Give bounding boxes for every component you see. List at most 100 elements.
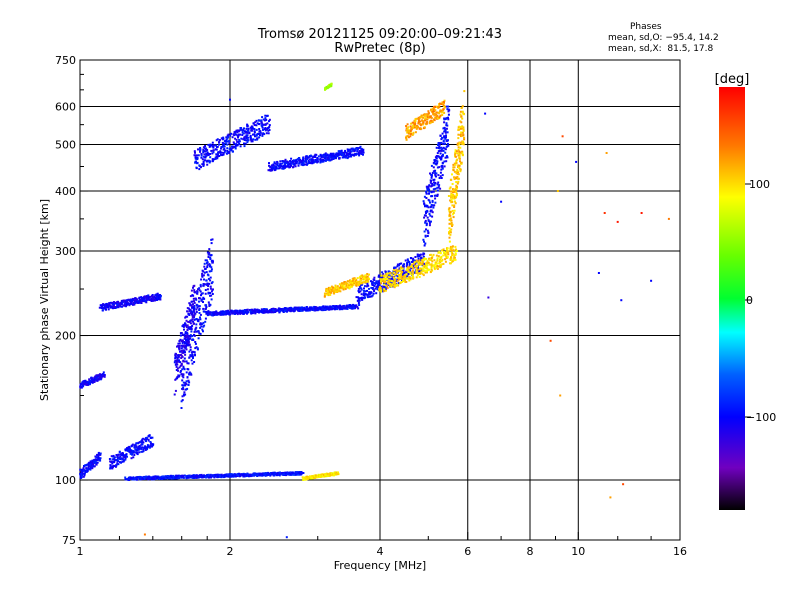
data-point xyxy=(328,293,331,296)
data-point xyxy=(380,290,383,293)
data-point xyxy=(199,148,202,151)
data-point xyxy=(389,282,392,285)
data-point xyxy=(208,160,210,163)
data-point xyxy=(430,180,433,182)
data-point xyxy=(191,324,194,327)
data-point xyxy=(146,295,149,298)
data-point xyxy=(218,313,221,316)
data-point xyxy=(413,261,416,264)
data-point xyxy=(81,472,84,475)
data-point xyxy=(405,277,408,280)
data-point xyxy=(207,256,210,258)
data-point xyxy=(102,371,105,374)
data-point xyxy=(366,289,368,292)
data-point xyxy=(416,125,419,128)
data-point xyxy=(181,342,184,345)
data-point xyxy=(236,310,239,312)
data-point xyxy=(199,150,202,153)
data-point xyxy=(243,142,245,145)
data-point xyxy=(249,475,252,478)
data-point xyxy=(442,263,445,265)
data-point xyxy=(211,158,214,161)
data-point xyxy=(142,449,145,451)
data-point xyxy=(102,303,105,306)
data-point xyxy=(80,386,83,389)
data-point xyxy=(388,279,391,282)
data-point xyxy=(194,157,197,160)
data-point xyxy=(430,205,433,208)
data-point xyxy=(131,451,134,454)
data-point xyxy=(212,146,215,149)
data-point xyxy=(335,305,338,308)
data-point xyxy=(207,310,210,313)
data-point xyxy=(202,284,205,287)
data-point xyxy=(196,158,199,161)
data-point xyxy=(449,190,452,193)
data-point xyxy=(448,236,451,239)
data-point xyxy=(368,291,371,294)
data-point xyxy=(314,306,317,308)
data-point xyxy=(449,230,452,232)
data-point xyxy=(360,298,363,301)
data-point xyxy=(414,131,417,134)
data-point xyxy=(180,364,183,366)
data-point xyxy=(393,266,396,269)
data-point xyxy=(236,140,239,143)
data-point xyxy=(356,147,359,150)
data-point xyxy=(443,135,446,138)
data-point xyxy=(227,136,230,139)
data-point xyxy=(222,144,225,147)
data-point xyxy=(436,257,439,260)
data-point xyxy=(212,313,215,315)
data-point xyxy=(330,158,333,161)
data-point xyxy=(288,307,291,310)
data-point xyxy=(353,277,356,280)
data-point xyxy=(255,124,258,127)
data-point xyxy=(419,253,422,256)
data-point xyxy=(201,158,204,161)
data-point xyxy=(455,196,458,199)
data-point xyxy=(435,254,438,257)
data-point xyxy=(182,360,185,363)
data-point xyxy=(193,284,196,287)
data-point xyxy=(259,134,261,137)
data-point xyxy=(248,473,251,476)
data-point xyxy=(433,178,436,181)
data-point xyxy=(360,293,363,296)
data-point xyxy=(401,275,404,278)
data-point xyxy=(440,255,443,258)
data-point xyxy=(209,160,212,163)
data-point xyxy=(407,130,410,133)
data-point xyxy=(143,476,146,479)
data-point xyxy=(185,383,188,386)
data-point xyxy=(98,453,101,456)
data-point xyxy=(402,264,405,267)
data-point xyxy=(181,384,184,387)
data-point xyxy=(446,131,449,134)
data-point xyxy=(271,166,274,169)
data-point xyxy=(407,268,410,271)
data-point xyxy=(329,472,332,475)
data-point xyxy=(108,458,111,460)
data-point xyxy=(96,454,99,457)
data-point xyxy=(420,270,423,273)
data-point xyxy=(83,472,86,475)
data-point xyxy=(195,346,198,349)
data-point xyxy=(120,303,123,305)
data-point xyxy=(454,258,457,261)
data-point xyxy=(166,476,169,479)
data-point xyxy=(193,311,196,314)
data-point xyxy=(365,285,368,288)
data-point xyxy=(234,146,237,149)
data-point xyxy=(264,311,267,314)
data-point xyxy=(191,305,194,308)
data-point xyxy=(130,302,133,305)
data-point xyxy=(182,325,185,328)
data-point xyxy=(357,287,360,290)
data-point xyxy=(255,128,258,131)
data-point xyxy=(223,143,225,145)
data-point xyxy=(156,476,159,479)
data-point xyxy=(460,161,463,164)
data-point xyxy=(425,266,428,269)
data-point xyxy=(150,445,153,448)
